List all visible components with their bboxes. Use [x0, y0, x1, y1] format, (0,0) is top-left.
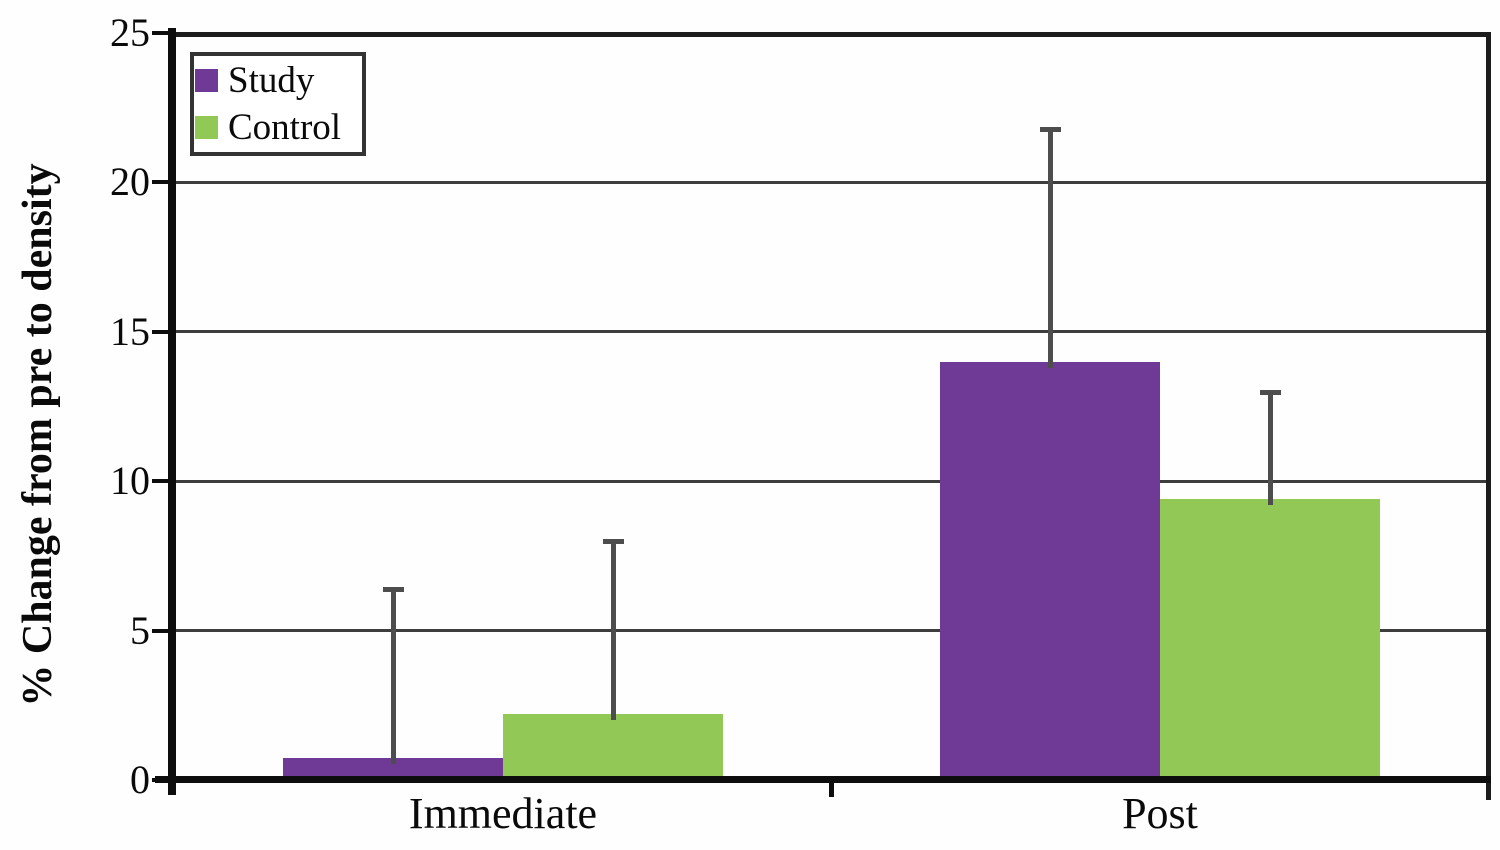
legend-entry-control: Control: [194, 105, 362, 151]
error-bar-stem-study-immediate: [390, 588, 396, 764]
error-bar-stem-control-immediate: [610, 540, 616, 721]
bar-control-immediate: [503, 714, 723, 780]
y-tick-label-15: 15: [110, 308, 150, 354]
gridline-y20: [175, 180, 1488, 184]
x-category-label-immediate: Immediate: [408, 789, 598, 838]
y-axis-line: [168, 28, 176, 795]
y-axis-title: % Change from pre to density: [15, 163, 61, 707]
y-tick-label-0: 0: [130, 757, 150, 802]
error-bar-stem-control-post: [1267, 391, 1273, 506]
y-tick-label-20: 20: [110, 159, 150, 205]
x-axis-line: [155, 776, 1491, 783]
error-bar-stem-study-post: [1047, 128, 1053, 368]
x-axis-divider-tick: [829, 781, 834, 797]
legend-swatch-control-icon: [195, 116, 218, 140]
y-tick-15: [152, 329, 175, 334]
error-bar-cap-control-post: [1259, 389, 1281, 395]
y-tick-25: [152, 31, 175, 35]
gridline-y5: [175, 629, 1488, 633]
gridline-y10: [175, 479, 1488, 483]
y-tick-20: [152, 180, 175, 185]
legend: Study Control: [190, 52, 366, 156]
y-tick-5: [152, 628, 175, 633]
bar-study-immediate: [283, 757, 503, 780]
y-tick-label-25: 25: [110, 10, 150, 55]
error-bar-cap-study-post: [1039, 126, 1061, 132]
gridline-y15: [175, 330, 1488, 334]
y-tick-label-10: 10: [110, 458, 150, 504]
plot-border-right: [1486, 32, 1491, 800]
legend-swatch-study-icon: [195, 68, 218, 92]
x-category-label-post: Post: [1122, 789, 1198, 838]
plot-border-top: [168, 32, 1491, 37]
bar-control-post: [1160, 499, 1380, 780]
y-tick-label-5: 5: [130, 607, 150, 653]
legend-label-study: Study: [228, 59, 315, 101]
bar-study-post: [940, 361, 1160, 780]
y-tick-10: [152, 479, 175, 484]
legend-label-control: Control: [228, 107, 342, 149]
legend-entry-study: Study: [194, 57, 362, 103]
error-bar-cap-control-immediate: [602, 538, 624, 544]
error-bar-cap-study-immediate: [382, 586, 404, 592]
